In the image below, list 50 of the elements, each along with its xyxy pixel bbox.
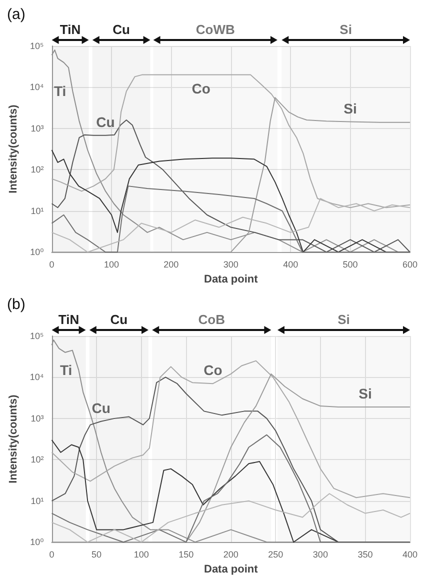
x-tick-label: 350	[358, 550, 373, 560]
x-tick-label: 250	[268, 550, 284, 560]
annotation: Cu	[96, 114, 115, 130]
annotation: Ti	[54, 83, 66, 100]
x-tick-label: 400	[283, 260, 298, 270]
y-axis-title: Intensity(counts)	[8, 104, 20, 194]
x-tick-label: 500	[342, 260, 358, 270]
x-axis-title: Data point	[204, 564, 258, 576]
x-tick-label: 600	[402, 260, 418, 270]
y-tick-label: 10⁰	[30, 247, 44, 258]
annotation: Ti	[60, 362, 72, 378]
y-tick-label: 10³	[30, 123, 44, 134]
band-label: Si	[338, 312, 350, 327]
x-tick-label: 100	[104, 260, 119, 270]
band-label: CoWB	[196, 22, 235, 37]
x-axis-title: Data point	[204, 274, 258, 286]
x-tick-label: 0	[49, 260, 54, 270]
x-tick-label: 300	[223, 260, 238, 270]
x-tick-label: 50	[92, 550, 102, 560]
chart-title: (b)	[7, 296, 26, 313]
x-tick-label: 200	[223, 550, 238, 560]
band-label: TiN	[60, 22, 81, 37]
x-tick-label: 100	[134, 550, 149, 560]
y-tick-label: 10²	[30, 164, 44, 175]
annotation: Co	[204, 362, 222, 378]
y-tick-label: 10²	[30, 454, 44, 465]
band-label: Si	[340, 22, 352, 37]
chart-title: (a)	[7, 6, 26, 23]
annotation: Si	[344, 100, 357, 116]
x-tick-label: 300	[312, 550, 328, 560]
annotation: Co	[192, 80, 210, 96]
band-label: Cu	[112, 22, 130, 37]
band-label: TiN	[58, 312, 80, 327]
x-tick-label: 0	[49, 550, 54, 560]
x-tick-label: 150	[178, 550, 194, 560]
y-axis-title: Intensity(counts)	[8, 394, 20, 484]
y-tick-label: 10⁴	[30, 372, 44, 382]
y-tick-label: 10³	[30, 413, 44, 424]
y-tick-label: 10⁵	[30, 41, 44, 51]
x-tick-label: 200	[164, 260, 179, 270]
y-tick-label: 10¹	[30, 206, 44, 216]
x-tick-label: 400	[402, 550, 418, 560]
y-tick-label: 10¹	[30, 496, 44, 506]
annotation: Si	[358, 385, 372, 402]
band-label: CoB	[198, 312, 225, 327]
y-tick-label: 10⁵	[30, 331, 44, 341]
y-tick-label: 10⁰	[30, 537, 44, 548]
annotation: Cu	[92, 400, 110, 416]
y-tick-label: 10⁴	[30, 82, 44, 92]
band-label: Cu	[110, 312, 128, 327]
